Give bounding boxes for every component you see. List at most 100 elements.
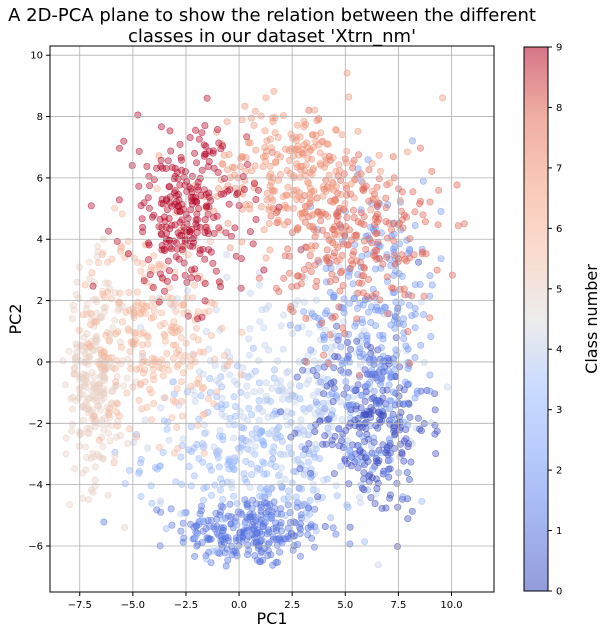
y-tick-label: −2	[28, 419, 43, 430]
scatter-point	[411, 310, 419, 318]
scatter-point	[90, 318, 98, 326]
scatter-point	[88, 387, 96, 395]
scatter-point	[190, 472, 198, 480]
scatter-point	[313, 277, 321, 285]
scatter-point	[165, 236, 173, 244]
scatter-point	[313, 194, 321, 202]
scatter-point	[216, 448, 224, 456]
scatter-point	[339, 430, 347, 438]
scatter-point	[209, 259, 217, 267]
scatter-point	[136, 381, 144, 389]
scatter-point	[168, 521, 176, 529]
scatter-point	[202, 328, 210, 336]
scatter-point	[330, 470, 338, 478]
scatter-point	[259, 522, 267, 530]
scatter-point	[195, 368, 203, 376]
scatter-point	[177, 527, 185, 535]
scatter-point	[206, 357, 214, 365]
scatter-point	[342, 159, 350, 167]
scatter-point	[104, 288, 112, 296]
scatter-point	[274, 207, 282, 215]
scatter-point	[337, 366, 345, 374]
scatter-point	[204, 210, 212, 218]
scatter-point	[82, 466, 90, 474]
scatter-point	[193, 324, 201, 332]
scatter-point	[296, 525, 304, 533]
scatter-point	[183, 228, 191, 236]
scatter-point	[174, 175, 182, 183]
scatter-point	[130, 311, 138, 319]
scatter-point	[281, 511, 289, 519]
scatter-point	[340, 205, 348, 213]
scatter-point	[199, 458, 207, 466]
scatter-point	[261, 127, 269, 135]
scatter-point	[426, 198, 434, 206]
scatter-point	[266, 182, 274, 190]
scatter-point	[255, 281, 263, 289]
scatter-point	[187, 382, 195, 390]
scatter-point	[86, 342, 94, 350]
scatter-point	[153, 164, 161, 172]
scatter-point	[196, 174, 204, 182]
scatter-point	[148, 499, 156, 507]
scatter-point	[205, 246, 213, 254]
scatter-point	[433, 427, 441, 435]
scatter-point	[376, 366, 384, 374]
scatter-point	[77, 390, 85, 398]
scatter-point	[386, 420, 394, 428]
scatter-point	[73, 278, 81, 286]
scatter-point	[404, 327, 412, 335]
scatter-point	[104, 429, 112, 437]
scatter-point	[171, 274, 179, 282]
scatter-point	[307, 197, 315, 205]
scatter-point	[249, 436, 257, 444]
scatter-point	[196, 246, 204, 254]
scatter-point	[372, 475, 380, 483]
scatter-point	[322, 159, 330, 167]
colorbar-tick-label: 7	[556, 163, 562, 174]
scatter-point	[314, 378, 322, 386]
scatter-point	[211, 355, 219, 363]
scatter-point	[189, 242, 197, 250]
scatter-point	[266, 135, 274, 143]
scatter-point	[65, 347, 73, 355]
scatter-point	[90, 412, 98, 420]
scatter-point	[414, 258, 422, 266]
scatter-point	[156, 462, 164, 470]
scatter-point	[427, 332, 435, 340]
scatter-point	[277, 322, 285, 330]
scatter-point	[161, 394, 169, 402]
scatter-point	[343, 384, 351, 392]
scatter-point	[173, 363, 181, 371]
scatter-point	[332, 481, 340, 489]
scatter-point	[115, 305, 123, 313]
scatter-point	[411, 208, 419, 216]
scatter-point	[293, 373, 301, 381]
scatter-point	[330, 249, 338, 257]
scatter-point	[347, 257, 355, 265]
scatter-point	[202, 524, 210, 532]
scatter-point	[160, 287, 168, 295]
scatter-point	[192, 220, 200, 228]
scatter-point	[245, 335, 253, 343]
scatter-point	[99, 442, 107, 450]
scatter-point	[343, 69, 351, 77]
scatter-point	[301, 466, 309, 474]
scatter-point	[236, 408, 244, 416]
scatter-point	[170, 189, 178, 197]
scatter-point	[255, 274, 263, 282]
scatter-point	[408, 312, 416, 320]
scatter-point	[335, 263, 343, 271]
scatter-point	[196, 272, 204, 280]
scatter-point	[385, 381, 393, 389]
scatter-point	[322, 278, 330, 286]
scatter-point	[106, 437, 114, 445]
scatter-point	[65, 501, 73, 509]
scatter-point	[90, 379, 98, 387]
scatter-point	[181, 181, 189, 189]
scatter-point	[134, 298, 142, 306]
scatter-point	[194, 421, 202, 429]
scatter-point	[419, 177, 427, 185]
scatter-point	[88, 269, 96, 277]
scatter-point	[173, 245, 181, 253]
